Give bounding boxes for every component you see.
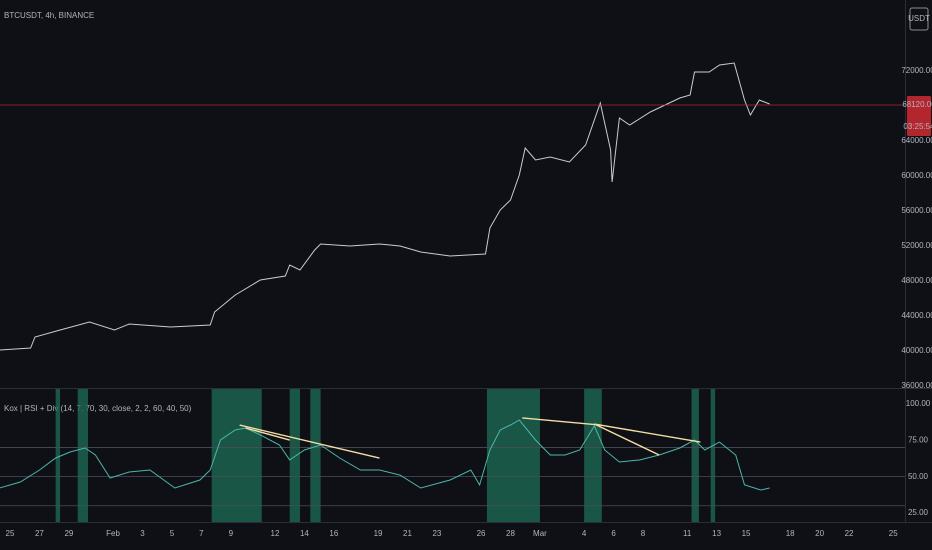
currency-box[interactable]: [909, 7, 929, 31]
countdown: 03:25:54: [903, 122, 932, 131]
x-tick-label: 21: [403, 529, 412, 538]
current-price-label: 68120.00: [902, 100, 932, 109]
overbought-zone: [77, 389, 89, 522]
y-tick-label: 64000.00: [901, 136, 932, 145]
x-tick-label: 27: [35, 529, 44, 538]
x-tick-label: 23: [432, 529, 441, 538]
x-tick-label: 18: [786, 529, 795, 538]
price-line: [0, 62, 770, 351]
divergence-line: [522, 417, 601, 426]
y-tick-label: 48000.00: [901, 276, 932, 285]
overbought-zone: [310, 389, 321, 522]
y-tick-label: 72000.00: [901, 66, 932, 75]
x-tick-label: 8: [641, 529, 646, 538]
x-tick-label: 9: [229, 529, 234, 538]
x-tick-label: Mar: [533, 529, 547, 538]
chart-title: BTCUSDT, 4h, BINANCE: [4, 11, 94, 20]
x-tick-label: 11: [683, 529, 692, 538]
overbought-zone: [486, 389, 540, 522]
x-tick-label: 5: [170, 529, 175, 538]
x-tick-label: 13: [712, 529, 721, 538]
x-tick-label: 28: [506, 529, 515, 538]
y-tick-label: 36000.00: [901, 381, 932, 390]
y-tick-label: 44000.00: [901, 311, 932, 320]
overbought-zone: [55, 389, 61, 522]
x-tick-label: 26: [477, 529, 486, 538]
divergence-line: [239, 424, 380, 459]
overbought-zone: [211, 389, 262, 522]
x-tick-label: 25: [6, 529, 15, 538]
overbought-zone: [710, 389, 716, 522]
x-tick-label: 29: [64, 529, 73, 538]
divergence-line: [245, 427, 290, 441]
y-tick-label: 60000.00: [901, 171, 932, 180]
x-tick-label: 6: [611, 529, 616, 538]
x-tick-label: 14: [300, 529, 309, 538]
x-tick-label: 15: [742, 529, 751, 538]
x-tick-label: 20: [815, 529, 824, 538]
x-tick-label: 16: [329, 529, 338, 538]
overbought-zone: [289, 389, 300, 522]
x-tick-label: Feb: [106, 529, 120, 538]
x-tick-label: 7: [199, 529, 204, 538]
currency[interactable]: USDT: [908, 14, 930, 23]
x-tick-label: 12: [271, 529, 280, 538]
y-tick-label: 100.00: [906, 399, 931, 408]
y-tick-label: 25.00: [908, 508, 929, 517]
y-tick-label: 50.00: [908, 472, 929, 481]
x-tick-label: 4: [582, 529, 587, 538]
y-tick-label: 56000.00: [901, 206, 932, 215]
overbought-zone: [691, 389, 699, 522]
y-tick-label: 75.00: [908, 435, 929, 444]
divergence-line: [594, 423, 701, 443]
divergence-line: [594, 423, 660, 456]
x-tick-label: 3: [140, 529, 145, 538]
indicator-title: Kox | RSI + Div (14, 7, 70, 30, close, 2…: [4, 404, 192, 413]
overbought-zone: [584, 389, 602, 522]
rsi-line: [0, 419, 770, 491]
x-tick-label: 22: [845, 529, 854, 538]
x-tick-label: 25: [889, 529, 898, 538]
current-price-box: [907, 95, 931, 136]
y-tick-label: 52000.00: [901, 241, 932, 250]
x-tick-label: 19: [374, 529, 383, 538]
y-tick-label: 40000.00: [901, 346, 932, 355]
